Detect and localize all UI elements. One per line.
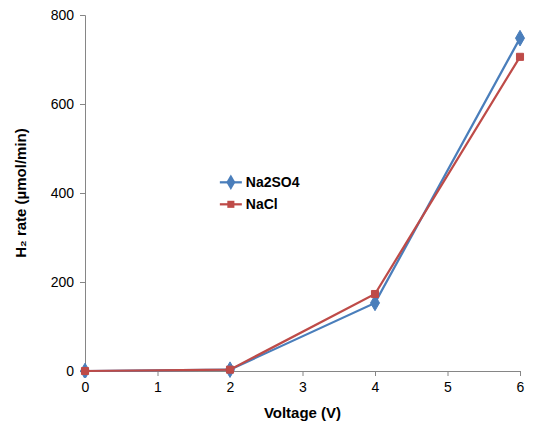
y-tick-mark <box>80 282 85 283</box>
y-tick: 800 <box>51 7 85 23</box>
x-tick-label: 2 <box>227 379 235 395</box>
x-tick: 6 <box>517 371 525 395</box>
marker <box>81 363 90 378</box>
y-tick: 200 <box>51 274 85 290</box>
y-tick: 400 <box>51 185 85 201</box>
x-tick-label: 4 <box>372 379 380 395</box>
x-tick-label: 5 <box>444 379 452 395</box>
x-tick: 5 <box>444 371 452 395</box>
chart: 0 1 2 3 4 5 6 0 200 400 600 800 Voltage (V) H₂ rate (… <box>0 0 558 432</box>
y-tick-label: 400 <box>51 185 75 201</box>
y-tick-label: 0 <box>66 363 74 379</box>
x-tick-mark <box>158 371 159 376</box>
x-tick-mark <box>303 371 304 376</box>
x-tick-label: 1 <box>154 379 162 395</box>
x-axis-line <box>86 372 521 377</box>
series-line <box>85 57 520 371</box>
x-axis: 0 1 2 3 4 5 6 <box>82 371 525 395</box>
x-tick-mark <box>375 371 376 376</box>
legend: Na2SO4 NaCl <box>220 174 300 212</box>
y-axis-line <box>80 16 86 372</box>
data <box>81 30 525 378</box>
series-line <box>85 38 520 371</box>
marker <box>226 362 235 378</box>
marker <box>226 366 233 373</box>
x-tick-mark <box>520 371 521 376</box>
x-tick: 4 <box>372 371 380 395</box>
y-axis: 0 200 400 600 800 <box>51 7 86 379</box>
marker <box>371 290 378 297</box>
x-tick: 1 <box>154 371 162 395</box>
y-tick-label: 600 <box>51 96 75 112</box>
legend-marker <box>227 201 234 208</box>
y-tick-label: 200 <box>51 274 75 290</box>
y-tick-mark <box>80 104 85 105</box>
plot: 0 1 2 3 4 5 6 0 200 400 600 800 <box>51 7 525 395</box>
x-tick-label: 3 <box>299 379 307 395</box>
marker <box>516 30 525 46</box>
x-tick-mark <box>448 371 449 376</box>
x-tick-label: 0 <box>82 379 90 395</box>
y-tick: 600 <box>51 96 85 112</box>
y-axis-title: H₂ rate (µmol/min) <box>12 128 29 258</box>
x-axis-title: Voltage (V) <box>264 404 341 421</box>
marker <box>81 367 88 374</box>
legend-label: Na2SO4 <box>246 174 300 190</box>
x-tick-label: 6 <box>517 379 525 395</box>
marker <box>516 53 523 60</box>
y-tick-label: 800 <box>51 7 75 23</box>
legend-item: NaCl <box>220 196 278 212</box>
legend-marker <box>226 175 235 191</box>
legend-item: Na2SO4 <box>220 174 300 190</box>
legend-label: NaCl <box>246 196 278 212</box>
y-tick-mark <box>80 193 85 194</box>
y-tick-mark <box>80 15 85 16</box>
x-tick: 3 <box>299 371 307 395</box>
